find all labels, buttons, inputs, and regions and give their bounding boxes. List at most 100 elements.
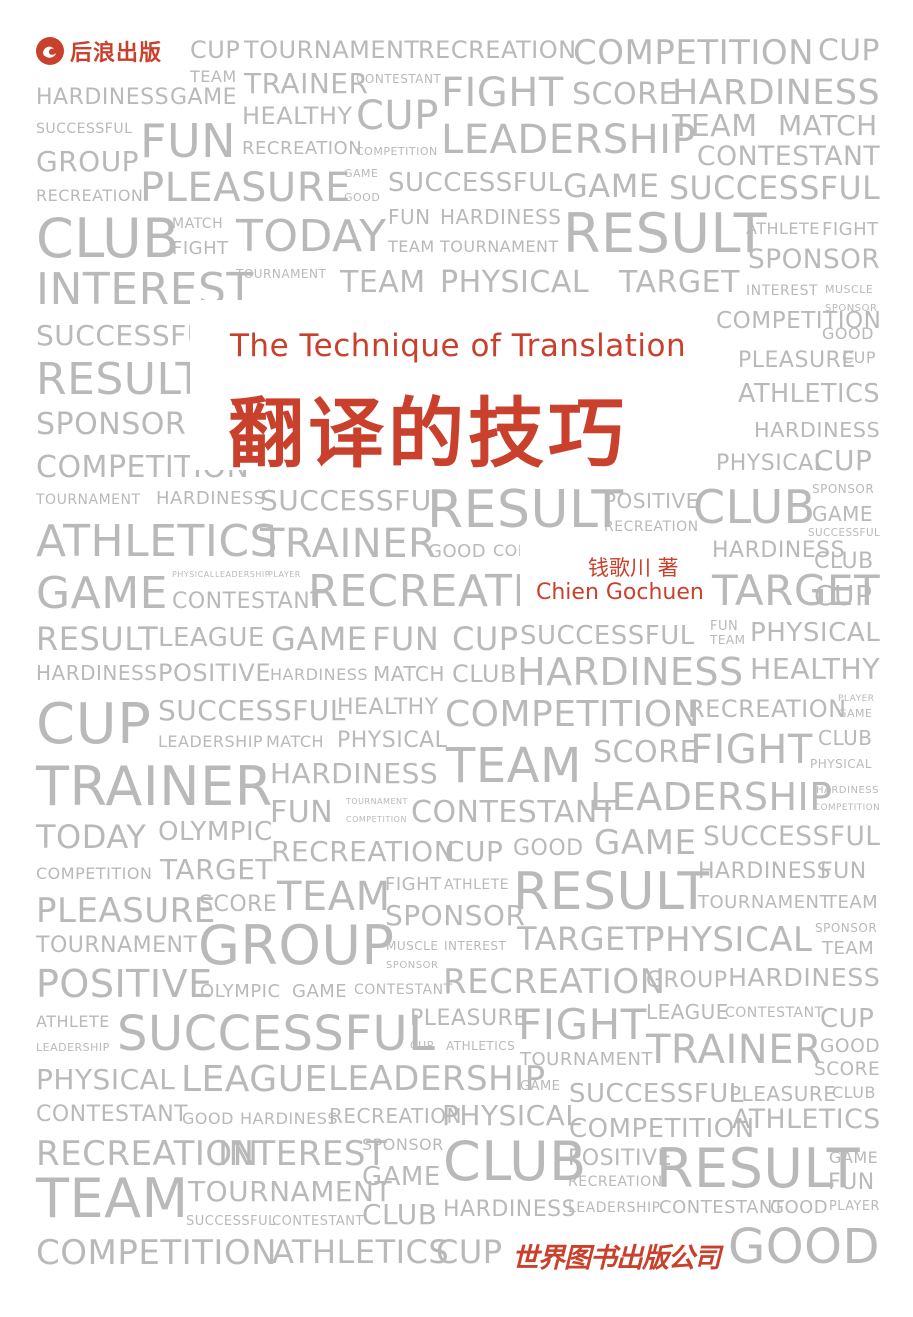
cloud-word: GAME (271, 620, 368, 658)
cloud-word: COMPETITION (716, 308, 882, 334)
cloud-word: HEALTHY (337, 695, 439, 720)
cloud-word: TEAM (36, 1167, 189, 1230)
cloud-word: TEAM (672, 109, 758, 144)
cloud-word: CONTESTANT (411, 795, 617, 830)
cloud-word: SUCCESSFUL (569, 1079, 744, 1109)
cloud-word: LEADERSHIP (441, 117, 697, 163)
cloud-word: POSITIVE (36, 962, 213, 1006)
cloud-word: SPONSOR (748, 245, 881, 275)
cloud-word: TODAY (236, 211, 387, 262)
cloud-word: GOOD (513, 836, 584, 861)
cloud-word: OLYMPIC (158, 817, 273, 847)
cloud-word: SPONSOR (362, 1135, 444, 1154)
cloud-word: ATHLETICS (732, 1104, 881, 1135)
cloud-word: CUP (356, 93, 439, 139)
cloud-word: MUSCLE (386, 939, 439, 953)
cloud-word: FIGHT (441, 70, 564, 116)
cloud-word: CUP (410, 1039, 434, 1052)
cloud-word: GOOD (820, 1036, 881, 1057)
cloud-word: GROUP (36, 145, 140, 178)
cloud-word: LEAGUE (158, 623, 265, 653)
cloud-word: CLUB (36, 207, 180, 270)
publisher-logo-top: 后浪出版 (36, 36, 162, 66)
cloud-word: ATHLETICS (36, 516, 278, 567)
cloud-word: TOURNAMENT (236, 267, 327, 281)
cloud-word: SUCCESSFUL (186, 1214, 276, 1229)
cloud-word: HEALTHY (242, 102, 353, 130)
cloud-word: GAME (812, 502, 874, 526)
cloud-word: PHYSICAL (810, 757, 873, 771)
cloud-word: PLAYER (268, 570, 301, 579)
cloud-word: GAME (344, 167, 379, 180)
title-english: The Technique of Translation (230, 328, 687, 364)
cloud-word: POSITIVE (568, 1146, 672, 1171)
cloud-word: HARDINESS (156, 488, 266, 509)
cloud-word: ATHLETE (444, 877, 510, 893)
cloud-word: HARDINESS (443, 1197, 577, 1222)
cloud-word: CUP (814, 579, 873, 612)
cloud-word: LEADERSHIP (568, 1200, 661, 1216)
cloud-word: COMPETITION (346, 815, 407, 824)
cloud-word: CUP (452, 620, 519, 658)
cloud-word: OLYMPIC (200, 981, 281, 1002)
cloud-word: PHYSICAL (172, 570, 215, 579)
cloud-word: MUSCLE (825, 283, 874, 296)
cloud-word: CONTESTANT (354, 982, 453, 998)
title-chinese: 翻译的技巧 (228, 389, 628, 478)
cloud-word: TOURNAMENT (36, 492, 141, 508)
cloud-word: RECREATION (271, 835, 456, 868)
cloud-word: CONTESTANT (272, 1214, 364, 1229)
cloud-word: RESULT (36, 354, 203, 405)
cloud-word: PHYSICAL (442, 1099, 582, 1132)
cloud-word: SCORE (593, 735, 699, 770)
cloud-word: FUN (270, 795, 334, 830)
cloud-word: HARDINESS (517, 650, 744, 694)
cloud-word: FUN (828, 1170, 875, 1195)
cloud-word: TARGET (712, 566, 881, 615)
cloud-word: CLUB (452, 660, 517, 688)
cloud-word: PLEASURE (738, 348, 856, 373)
cloud-word: RECREATION (242, 138, 363, 159)
cloud-word: TOURNAMENT (520, 1049, 653, 1070)
cloud-word: SUCCESSFUL (158, 694, 346, 727)
cloud-word: GOOD (728, 1219, 881, 1275)
cloud-word: HARDINESS (440, 205, 562, 229)
cloud-word: HARDINESS (36, 85, 170, 110)
cloud-word: HARDINESS (240, 1109, 339, 1128)
cloud-word: SPONSOR (812, 482, 875, 496)
publisher-logo-bottom: 世界图书出版公司 (510, 1232, 722, 1278)
cloud-word: CUP (436, 1233, 503, 1271)
cloud-word: RECREATION (568, 1174, 663, 1190)
cloud-word: HARDINESS (728, 963, 881, 992)
publisher-name-bottom: 世界图书出版公司 (512, 1242, 721, 1274)
cloud-word: GAME (520, 1079, 561, 1094)
cloud-word: RESULT (656, 1137, 861, 1200)
cloud-word: CLUB (832, 1083, 876, 1102)
cloud-word: TEAM (446, 738, 582, 794)
cloud-word: TARGET (517, 920, 646, 958)
cloud-word: TEAM (388, 237, 435, 256)
cloud-word: GAME (292, 981, 348, 1002)
cloud-word: TEAM (277, 874, 391, 920)
cloud-word: SUCCESSFUL (520, 621, 695, 651)
cloud-word: CUP (36, 692, 152, 757)
cloud-word: HARDINESS (698, 859, 832, 884)
cloud-word: COMPETITION (36, 864, 153, 883)
cloud-word: MATCH (172, 216, 224, 232)
cloud-word: SUCCESSFUL (36, 121, 133, 137)
cloud-word: SCORE (572, 77, 678, 112)
title-panel (190, 300, 714, 470)
cloud-word: LEAGUE (181, 1059, 328, 1100)
cloud-word: INTEREST (444, 939, 507, 953)
cloud-word: SUCCESSFUL (669, 171, 881, 207)
cloud-word: FUN (820, 859, 867, 884)
cloud-word: RECREATION (443, 962, 666, 1002)
cloud-word: HARDINESS (754, 418, 881, 442)
cloud-word: INTEREST (218, 1134, 388, 1174)
cloud-word: SUCCESSFUL (117, 1006, 436, 1062)
cloud-word: SPONSOR (36, 407, 187, 442)
cloud-word: ATHLETICS (272, 1233, 450, 1271)
cloud-word: CONTESTANT (697, 141, 881, 172)
cloud-word: COMPETITION (356, 145, 438, 158)
cloud-word: GAME (838, 707, 873, 720)
